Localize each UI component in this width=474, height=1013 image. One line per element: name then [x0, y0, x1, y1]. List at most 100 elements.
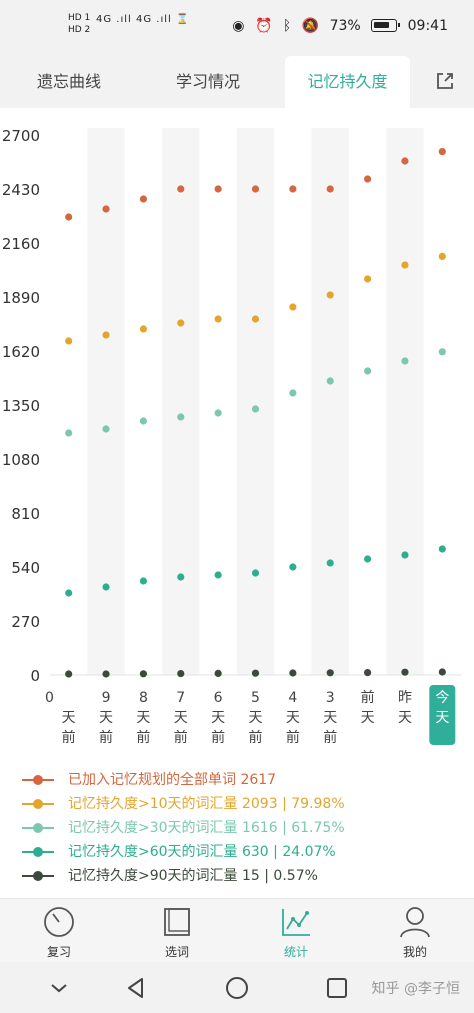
data-point	[65, 213, 73, 221]
data-point	[401, 668, 409, 676]
data-point	[177, 185, 185, 193]
data-point	[438, 148, 446, 156]
x-tick-label: 5	[251, 690, 260, 706]
x-tick-label: 天	[174, 710, 188, 726]
chart-svg: 027054081010801350162018902160243027000天…	[2, 127, 461, 746]
x-tick-label: 7	[176, 690, 185, 706]
legend-swatch-dot	[33, 775, 43, 785]
data-point	[401, 357, 409, 365]
nav-statistics[interactable]: 统计	[237, 899, 355, 963]
legend-swatch-dot	[33, 823, 43, 833]
tab-forgetting-curve[interactable]: 遗忘曲线	[36, 72, 101, 91]
clock-icon	[44, 907, 74, 937]
back-icon[interactable]	[122, 974, 150, 1002]
y-tick-label: 2160	[2, 235, 40, 253]
tab-memory-durability[interactable]: 记忆持久度	[285, 56, 410, 108]
x-tick-label: 4	[288, 690, 297, 706]
x-tick-label: 0	[45, 690, 54, 706]
x-tick-label: 前	[62, 729, 76, 746]
x-tick-label: 今	[435, 690, 449, 706]
tab-study-status[interactable]: 学习情况	[175, 72, 240, 91]
nav-review[interactable]: 复习	[0, 899, 118, 963]
legend-item[interactable]: 记忆持久度>30天的词汇量 1616 | 61.75%	[20, 816, 460, 840]
legend-swatch-dot	[33, 847, 43, 857]
chevron-down-icon[interactable]	[45, 974, 73, 1002]
data-point	[214, 409, 222, 417]
legend-label: 记忆持久度>30天的词汇量 1616 | 61.75%	[68, 820, 345, 836]
data-point	[326, 559, 334, 567]
network-signal: 4G .ıll 4G .ıll ⌛	[96, 14, 190, 25]
x-tick-label: 天	[136, 710, 150, 726]
sim-indicators: HD 1 HD 2 4G .ıll 4G .ıll ⌛	[68, 12, 188, 36]
data-point	[251, 315, 260, 323]
legend-item[interactable]: 记忆持久度>90天的词汇量 15 | 0.57%	[20, 864, 460, 888]
legend-item[interactable]: 记忆持久度>60天的词汇量 630 | 24.07%	[20, 840, 460, 864]
legend-swatch-dot	[33, 871, 43, 881]
data-point	[251, 185, 260, 193]
x-tick-label: 9	[102, 690, 111, 706]
data-point	[139, 577, 148, 585]
data-point	[102, 331, 110, 339]
data-point	[65, 429, 73, 437]
x-tick-label: 前	[99, 729, 113, 746]
chart-legend: 已加入记忆规划的全部单词 2617 记忆持久度>10天的词汇量 2093 | 79…	[20, 768, 460, 888]
memory-chart: 0 270 540 810 1080 1350 1620 1890 2160 2430 2700 0 天…	[0, 108, 474, 758]
data-point	[102, 205, 110, 213]
x-tick-label: 天	[323, 710, 337, 726]
sim1-label: HD 1	[68, 13, 91, 23]
book-icon	[164, 908, 190, 936]
y-tick-label: 1080	[2, 451, 40, 469]
alarm-icon: ⏰	[254, 18, 273, 34]
data-point	[139, 195, 148, 203]
x-tick-label: 前	[211, 729, 225, 746]
x-tick-label: 3	[326, 690, 335, 706]
x-tick-label: 天	[398, 710, 412, 726]
data-point	[102, 425, 110, 433]
grid-band	[311, 128, 349, 675]
user-icon	[400, 907, 430, 938]
data-point	[363, 669, 372, 677]
nav-select-words[interactable]: 选词	[118, 899, 236, 963]
data-point	[363, 367, 372, 375]
data-point	[326, 185, 334, 193]
y-tick-label: 1350	[2, 397, 40, 415]
share-icon[interactable]	[434, 70, 456, 92]
legend-swatch-dot	[33, 799, 43, 809]
recents-icon[interactable]	[323, 974, 351, 1002]
data-point	[65, 670, 73, 678]
data-point	[251, 669, 260, 677]
x-highlight-today	[429, 685, 456, 745]
legend-item[interactable]: 记忆持久度>10天的词汇量 2093 | 79.98%	[20, 792, 460, 816]
x-tick-label: 6	[214, 690, 223, 706]
bluetooth-icon: ᛒ	[282, 18, 292, 34]
data-point	[326, 377, 334, 385]
legend-item[interactable]: 已加入记忆规划的全部单词 2617	[20, 768, 460, 792]
nav-review-label: 复习	[46, 945, 71, 959]
system-nav-bar: 知乎 @李子恒	[0, 962, 474, 1013]
x-tick-label: 昨	[398, 690, 412, 706]
x-tick-label: 天	[361, 710, 375, 726]
x-tick-label: 天	[99, 710, 113, 726]
x-tick-label: 8	[139, 690, 148, 706]
data-point	[438, 252, 446, 260]
data-point	[289, 669, 297, 677]
data-point	[177, 319, 185, 327]
battery-icon	[371, 19, 401, 32]
home-icon[interactable]	[223, 974, 251, 1002]
legend-label: 记忆持久度>10天的词汇量 2093 | 79.98%	[68, 796, 345, 812]
grid-band	[162, 128, 200, 675]
nav-select-words-label: 选词	[164, 945, 189, 959]
data-point	[102, 583, 110, 591]
x-tick-label: 天	[435, 710, 449, 726]
legend-label: 已加入记忆规划的全部单词 2617	[68, 772, 277, 788]
x-tick-label: 前	[361, 689, 375, 706]
data-point	[139, 325, 148, 333]
data-point	[363, 555, 372, 563]
grid-band	[236, 128, 275, 675]
nav-mine[interactable]: 我的	[356, 899, 474, 963]
data-point	[214, 185, 222, 193]
status-right: ◉ ⏰ ᛒ 🔕 73% 09:41	[226, 18, 448, 34]
x-tick-label: 天	[249, 710, 263, 726]
top-tabs: 遗忘曲线 学习情况 记忆持久度	[0, 56, 474, 108]
data-point	[214, 571, 222, 579]
